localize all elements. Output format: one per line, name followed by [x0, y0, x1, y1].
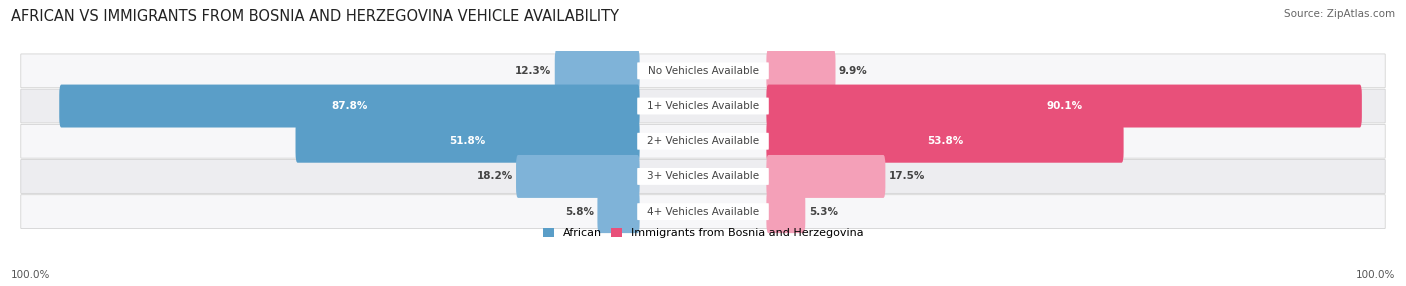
- FancyBboxPatch shape: [766, 190, 806, 233]
- FancyBboxPatch shape: [516, 155, 640, 198]
- FancyBboxPatch shape: [598, 190, 640, 233]
- FancyBboxPatch shape: [766, 85, 1362, 128]
- Text: Source: ZipAtlas.com: Source: ZipAtlas.com: [1284, 9, 1395, 19]
- Text: 18.2%: 18.2%: [477, 171, 513, 181]
- FancyBboxPatch shape: [637, 98, 769, 114]
- FancyBboxPatch shape: [21, 160, 1385, 193]
- Legend: African, Immigrants from Bosnia and Herzegovina: African, Immigrants from Bosnia and Herz…: [543, 228, 863, 238]
- Text: 51.8%: 51.8%: [450, 136, 485, 146]
- Text: 100.0%: 100.0%: [11, 270, 51, 280]
- Text: 87.8%: 87.8%: [332, 101, 367, 111]
- Text: 4+ Vehicles Available: 4+ Vehicles Available: [647, 207, 759, 217]
- Text: 1+ Vehicles Available: 1+ Vehicles Available: [647, 101, 759, 111]
- Text: No Vehicles Available: No Vehicles Available: [648, 66, 758, 76]
- Text: 17.5%: 17.5%: [889, 171, 925, 181]
- Text: 100.0%: 100.0%: [1355, 270, 1395, 280]
- FancyBboxPatch shape: [637, 62, 769, 79]
- Text: 9.9%: 9.9%: [839, 66, 868, 76]
- Text: 3+ Vehicles Available: 3+ Vehicles Available: [647, 171, 759, 181]
- FancyBboxPatch shape: [637, 133, 769, 150]
- Text: AFRICAN VS IMMIGRANTS FROM BOSNIA AND HERZEGOVINA VEHICLE AVAILABILITY: AFRICAN VS IMMIGRANTS FROM BOSNIA AND HE…: [11, 9, 619, 23]
- Text: 5.3%: 5.3%: [808, 207, 838, 217]
- FancyBboxPatch shape: [21, 89, 1385, 123]
- Text: 12.3%: 12.3%: [515, 66, 551, 76]
- FancyBboxPatch shape: [555, 49, 640, 92]
- FancyBboxPatch shape: [295, 120, 640, 163]
- Text: 53.8%: 53.8%: [927, 136, 963, 146]
- FancyBboxPatch shape: [21, 54, 1385, 88]
- FancyBboxPatch shape: [766, 155, 886, 198]
- Text: 2+ Vehicles Available: 2+ Vehicles Available: [647, 136, 759, 146]
- Text: 90.1%: 90.1%: [1046, 101, 1083, 111]
- FancyBboxPatch shape: [766, 120, 1123, 163]
- FancyBboxPatch shape: [637, 168, 769, 185]
- FancyBboxPatch shape: [21, 124, 1385, 158]
- Text: 5.8%: 5.8%: [565, 207, 593, 217]
- FancyBboxPatch shape: [637, 203, 769, 220]
- FancyBboxPatch shape: [21, 195, 1385, 229]
- FancyBboxPatch shape: [766, 49, 835, 92]
- FancyBboxPatch shape: [59, 85, 640, 128]
